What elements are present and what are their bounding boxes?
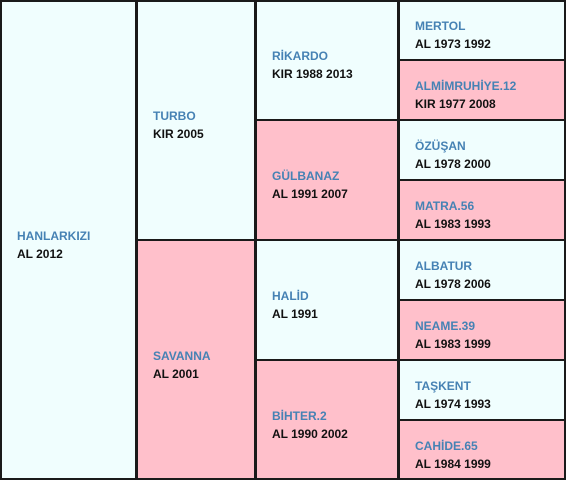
horse-name: NEAME.39 (415, 319, 476, 333)
horse-cell: SAVANNA AL 2001 (138, 241, 254, 478)
horse-cell: NEAME.39 AL 1983 1999 (400, 301, 564, 359)
horse-info: KIR 2005 (153, 127, 204, 141)
horse-name: TURBO (153, 109, 196, 123)
horse-name: GÜLBANAZ (272, 169, 340, 183)
horse-cell: HANLARKIZI AL 2012 (2, 2, 135, 478)
horse-name: HANLARKIZI (17, 229, 91, 243)
horse-cell: TAŞKENT AL 1974 1993 (400, 361, 564, 419)
horse-name: ÖZÜŞAN (415, 139, 466, 153)
horse-info: AL 1983 1999 (415, 337, 491, 351)
horse-info: KIR 1988 2013 (272, 67, 353, 81)
horse-name: HALİD (272, 289, 309, 303)
horse-name: MATRA.56 (415, 199, 475, 213)
horse-info: AL 1974 1993 (415, 397, 491, 411)
horse-name: ALBATUR (415, 259, 473, 273)
horse-info: AL 1983 1993 (415, 217, 491, 231)
horse-info: AL 1978 2000 (415, 157, 491, 171)
horse-name: TAŞKENT (415, 379, 471, 393)
horse-name: RİKARDO (272, 49, 328, 63)
horse-info: KIR 1977 2008 (415, 97, 496, 111)
horse-info: AL 2001 (153, 367, 199, 381)
horse-cell: RİKARDO KIR 1988 2013 (257, 2, 397, 119)
horse-name: BİHTER.2 (272, 409, 327, 423)
horse-cell: TURBO KIR 2005 (138, 2, 254, 239)
horse-cell: MATRA.56 AL 1983 1993 (400, 181, 564, 239)
horse-cell: CAHİDE.65 AL 1984 1999 (400, 421, 564, 478)
horse-info: AL 2012 (17, 247, 63, 261)
horse-name: ALMİMRUHİYE.12 (415, 79, 517, 93)
horse-cell: MERTOL AL 1973 1992 (400, 2, 564, 59)
horse-info: AL 1991 (272, 307, 318, 321)
horse-info: AL 1984 1999 (415, 457, 491, 471)
horse-cell: HALİD AL 1991 (257, 241, 397, 359)
horse-cell: ALMİMRUHİYE.12 KIR 1977 2008 (400, 61, 564, 119)
horse-name: SAVANNA (153, 349, 211, 363)
horse-cell: ÖZÜŞAN AL 1978 2000 (400, 121, 564, 179)
horse-cell: BİHTER.2 AL 1990 2002 (257, 361, 397, 478)
horse-cell: GÜLBANAZ AL 1991 2007 (257, 121, 397, 239)
horse-info: AL 1991 2007 (272, 187, 348, 201)
horse-info: AL 1973 1992 (415, 37, 491, 51)
horse-name: CAHİDE.65 (415, 439, 478, 453)
horse-cell: ALBATUR AL 1978 2006 (400, 241, 564, 299)
horse-info: AL 1990 2002 (272, 427, 348, 441)
horse-name: MERTOL (415, 19, 466, 33)
horse-info: AL 1978 2006 (415, 277, 491, 291)
